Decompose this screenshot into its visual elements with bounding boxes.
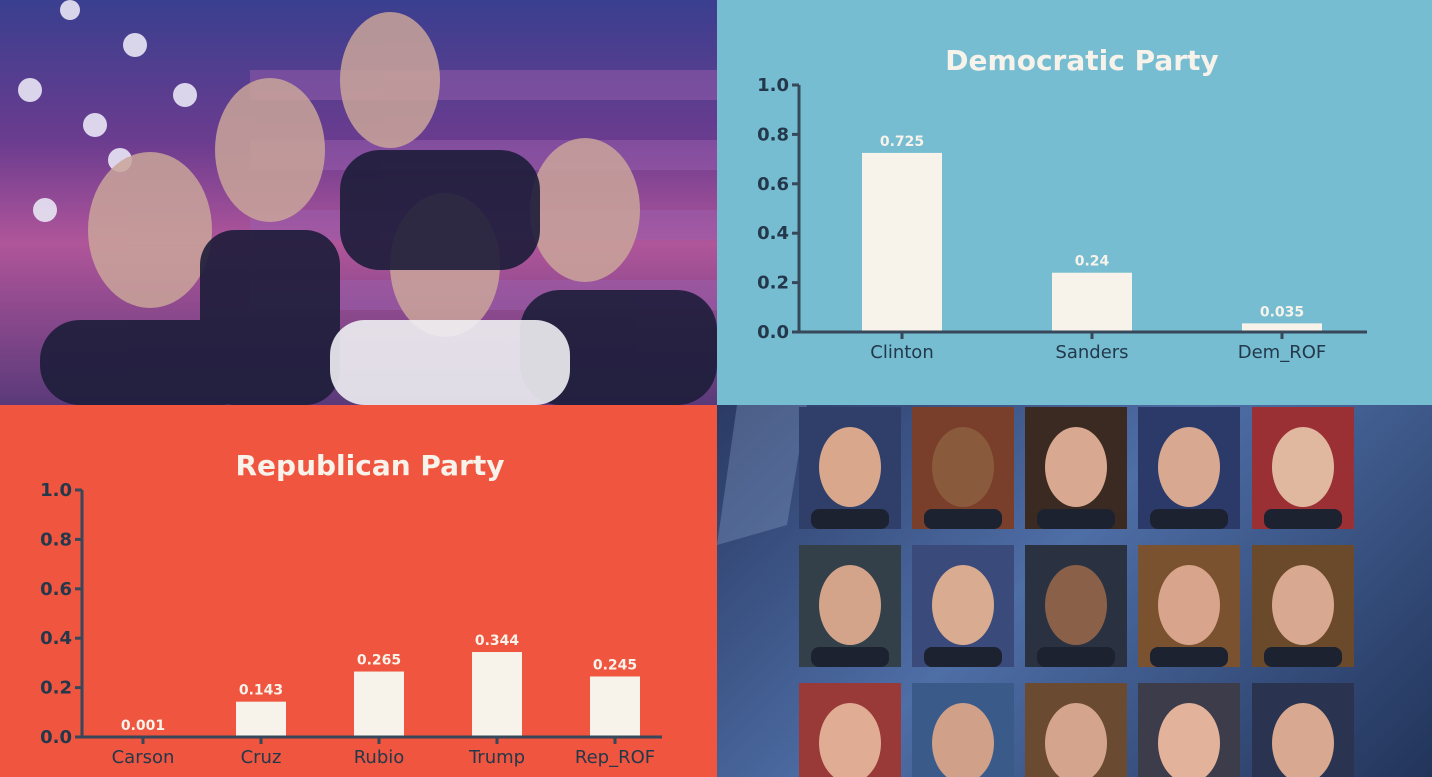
dem-y-tick-label: 0.6 <box>757 174 789 195</box>
portrait-suit <box>1150 647 1228 667</box>
dem-y-tick-label: 1.0 <box>757 75 789 96</box>
republican-chart-title: Republican Party <box>235 449 504 482</box>
portrait-suit <box>924 647 1002 667</box>
rep-value-label-trump: 0.344 <box>475 633 520 649</box>
rep-bar-rep_rof <box>590 676 640 737</box>
dem-category-label-clinton: Clinton <box>870 342 933 363</box>
dem-y-tick-label: 0.2 <box>757 273 789 294</box>
rep-value-label-rubio: 0.265 <box>357 653 401 669</box>
portrait-face <box>1045 703 1107 777</box>
dem-bar-dem_rof <box>1242 323 1322 332</box>
republican-candidates-photo <box>717 405 1432 777</box>
republican-bar-chart: Republican Party 0.001 0.143 0.265 0.344 0.2… <box>40 449 662 768</box>
dem-category-label-sanders: Sanders <box>1055 342 1128 363</box>
rep-value-label-rep_rof: 0.245 <box>593 657 637 673</box>
portrait-face <box>932 703 994 777</box>
dem-value-label-clinton: 0.725 <box>880 134 924 150</box>
democratic-photo-art <box>18 0 717 405</box>
dem-y-tick-label: 0.4 <box>757 223 789 244</box>
dem-value-label-dem_rof: 0.035 <box>1260 304 1304 320</box>
rep-bar-cruz <box>236 701 286 737</box>
portrait-face <box>1272 703 1334 777</box>
dem-y-tick-label: 0.8 <box>757 124 789 145</box>
portrait-suit <box>924 509 1002 529</box>
rep-bar-trump <box>472 652 522 737</box>
rep-category-label-rep_rof: Rep_ROF <box>575 747 655 768</box>
rep-y-tick-label: 0.0 <box>40 727 72 748</box>
rep-value-label-cruz: 0.143 <box>239 683 283 699</box>
republican-photo-grid <box>717 405 1354 777</box>
rep-y-tick-label: 0.4 <box>40 628 72 649</box>
portrait-face <box>819 427 881 507</box>
portrait-face <box>1045 427 1107 507</box>
rep-value-label-carson: 0.001 <box>121 718 165 734</box>
portrait-suit <box>1037 509 1115 529</box>
rep-category-label-cruz: Cruz <box>241 747 282 768</box>
rep-y-tick-label: 0.2 <box>40 678 72 699</box>
portrait-face <box>1158 703 1220 777</box>
portrait-suit <box>811 647 889 667</box>
portrait-suit <box>1264 647 1342 667</box>
rep-y-tick-label: 0.8 <box>40 529 72 550</box>
portrait-face <box>819 565 881 645</box>
portrait-suit <box>1264 509 1342 529</box>
portrait-face <box>1272 427 1334 507</box>
rep-category-label-carson: Carson <box>112 747 175 768</box>
rep-category-label-rubio: Rubio <box>354 747 405 768</box>
portrait-suit <box>811 509 889 529</box>
dem-bar-clinton <box>862 152 942 332</box>
portrait-face <box>932 565 994 645</box>
republican-chart-panel: Republican Party 0.001 0.143 0.265 0.344 0.2… <box>0 405 717 777</box>
portrait-suit <box>1150 509 1228 529</box>
democratic-bar-chart: Democratic Party 0.725 0.24 0.035 0.0 0.2 0.… <box>757 44 1367 363</box>
portrait-face <box>932 427 994 507</box>
portrait-face <box>1272 565 1334 645</box>
democratic-candidates-photo <box>0 0 717 405</box>
portrait-suit <box>1037 647 1115 667</box>
rep-category-label-trump: Trump <box>468 747 525 768</box>
democratic-chart-panel: Democratic Party 0.725 0.24 0.035 0.0 0.2 0.… <box>717 0 1432 405</box>
democratic-chart-title: Democratic Party <box>945 44 1218 77</box>
dem-bar-sanders <box>1052 272 1132 332</box>
flag-stars <box>18 0 197 222</box>
dem-value-label-sanders: 0.24 <box>1075 254 1110 270</box>
rep-y-tick-label: 0.6 <box>40 579 72 600</box>
dem-y-tick-label: 0.0 <box>757 322 789 343</box>
rep-bar-rubio <box>354 671 404 737</box>
portrait-face <box>819 703 881 777</box>
portrait-face <box>1045 565 1107 645</box>
portrait-face <box>1158 427 1220 507</box>
rep-y-tick-label: 1.0 <box>40 480 72 501</box>
portrait-face <box>1158 565 1220 645</box>
dem-category-label-dem_rof: Dem_ROF <box>1238 342 1327 363</box>
